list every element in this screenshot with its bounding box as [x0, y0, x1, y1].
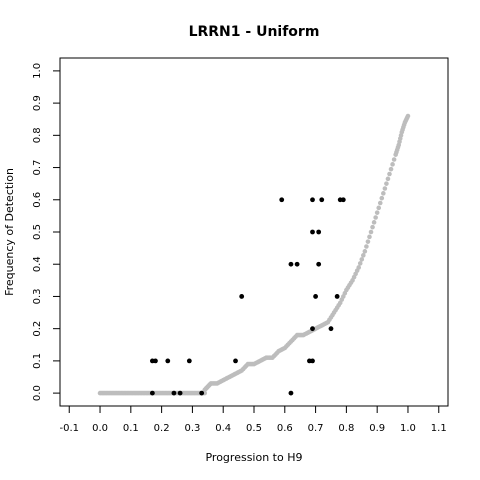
x-tick-label: 0.8	[338, 423, 354, 434]
black-point	[334, 294, 340, 299]
grey-point	[390, 162, 395, 167]
black-point	[186, 358, 192, 364]
x-axis-label: Progression to H9	[205, 451, 302, 464]
y-tick-label: 0.3	[32, 288, 43, 304]
y-tick-label: 0.5	[32, 224, 43, 240]
black-point	[310, 326, 315, 332]
grey-point	[357, 261, 363, 266]
grey-point	[388, 166, 394, 172]
black-point	[288, 261, 294, 267]
black-point	[153, 358, 158, 364]
x-tick-label: 0.7	[308, 423, 324, 434]
grey-point	[367, 234, 372, 240]
black-point	[288, 390, 294, 396]
black-point	[316, 229, 322, 235]
grey-point	[382, 186, 388, 191]
grey-point	[364, 244, 369, 249]
black-point	[294, 261, 300, 267]
x-tick-label: 0.2	[154, 423, 170, 434]
grey-point	[362, 249, 368, 254]
grey-point	[368, 229, 374, 235]
grey-point	[381, 191, 386, 196]
x-axis: -0.1 0.0 0.1 0.2 0.3 0.4 0.5 0.6 0.7 0.8 0.9 1.0 1.1	[59, 406, 447, 434]
y-axis: 0.0 0.1 0.2 0.3 0.4 0.5 0.6 0.7 0.8 0.9 1.0	[32, 63, 60, 401]
grey-point	[405, 113, 411, 119]
black-point	[310, 358, 315, 364]
grey-point	[373, 215, 378, 220]
black-point	[233, 358, 238, 364]
grey-point	[371, 220, 377, 225]
grey-point	[379, 195, 385, 201]
grey-point	[385, 176, 391, 182]
y-tick-label: 1.0	[32, 63, 43, 79]
grey-point	[384, 181, 389, 186]
grey-point	[374, 210, 380, 215]
x-tick-label: 1.0	[400, 423, 416, 434]
x-tick-label: 0.0	[92, 423, 108, 434]
y-tick-label: 0.9	[32, 95, 43, 111]
y-tick-label: 0.8	[32, 127, 43, 143]
grey-point	[361, 253, 366, 258]
y-tick-label: 0.2	[32, 321, 43, 337]
black-point	[199, 390, 205, 396]
black-point	[316, 261, 322, 267]
grey-point	[376, 205, 382, 211]
black-point	[313, 294, 318, 299]
y-tick-label: 0.6	[32, 192, 43, 208]
grey-point	[387, 171, 392, 177]
grey-point	[359, 257, 365, 262]
x-tick-label: 0.6	[277, 423, 293, 434]
chart-title: LRRN1 - Uniform	[189, 24, 320, 40]
x-tick-label: -0.1	[59, 423, 79, 434]
y-tick-label: 0.1	[32, 353, 43, 369]
black-point	[319, 197, 325, 203]
plot-area	[97, 113, 411, 396]
black-point	[328, 326, 334, 332]
black-point	[279, 197, 285, 203]
x-tick-label: 0.3	[184, 423, 200, 434]
black-point	[239, 294, 245, 299]
x-tick-label: 0.9	[369, 423, 385, 434]
black-point	[149, 390, 155, 396]
y-tick-label: 0.0	[32, 385, 43, 401]
grey-point	[377, 200, 383, 206]
y-tick-label: 0.7	[32, 160, 43, 176]
y-axis-label: Frequency of Detection	[3, 168, 16, 296]
black-point	[177, 390, 183, 396]
y-tick-label: 0.4	[32, 256, 43, 272]
plot-frame	[59, 57, 449, 407]
grey-point	[370, 224, 375, 230]
x-tick-label: 0.1	[123, 423, 139, 434]
black-point	[165, 358, 171, 364]
black-point	[171, 390, 177, 396]
grey-point	[391, 157, 397, 162]
black-point	[310, 229, 315, 235]
black-point	[310, 197, 315, 203]
grey-point	[356, 265, 361, 270]
x-tick-label: 0.5	[246, 423, 262, 434]
x-tick-label: 1.1	[431, 423, 447, 434]
x-tick-label: 0.4	[215, 423, 231, 434]
grey-point	[365, 239, 371, 244]
black-point	[340, 197, 346, 203]
